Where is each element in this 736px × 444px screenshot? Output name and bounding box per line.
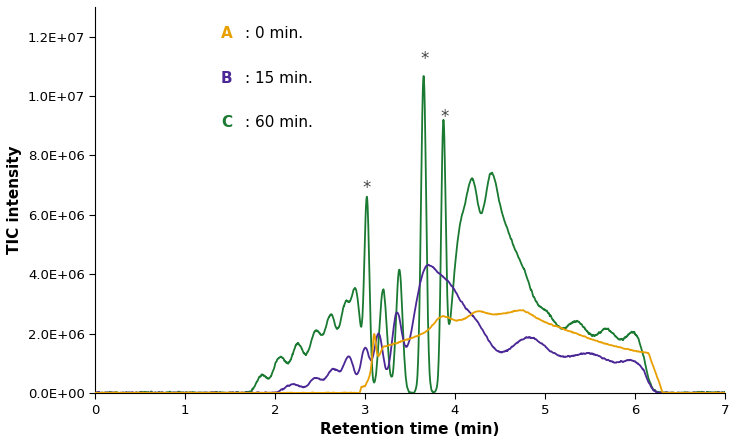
Text: : 15 min.: : 15 min. [245, 71, 313, 86]
Text: B: B [221, 71, 233, 86]
Text: *: * [420, 50, 428, 68]
Text: C: C [221, 115, 233, 130]
Text: : 0 min.: : 0 min. [245, 26, 303, 41]
Text: : 60 min.: : 60 min. [245, 115, 313, 130]
Y-axis label: TIC intensity: TIC intensity [7, 146, 22, 254]
Text: *: * [440, 108, 448, 126]
X-axis label: Retention time (min): Retention time (min) [320, 422, 500, 437]
Text: *: * [363, 179, 371, 197]
Text: A: A [221, 26, 233, 41]
